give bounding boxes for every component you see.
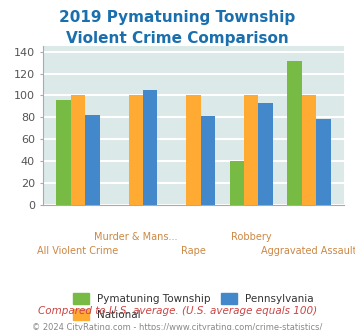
Bar (143, 90, 157, 205)
Text: Aggravated Assault: Aggravated Assault (261, 246, 355, 256)
Bar (56, 100, 71, 205)
Text: Robbery: Robbery (231, 232, 272, 242)
Bar (85, 115, 100, 205)
Legend: Pymatuning Township, National, Pennsylvania: Pymatuning Township, National, Pennsylva… (69, 289, 318, 324)
Text: Violent Crime Comparison: Violent Crime Comparison (66, 31, 289, 46)
Text: Murder & Mans...: Murder & Mans... (94, 232, 178, 242)
Bar (316, 119, 331, 205)
Bar (230, 161, 244, 205)
Bar (71, 95, 85, 205)
Text: © 2024 CityRating.com - https://www.cityrating.com/crime-statistics/: © 2024 CityRating.com - https://www.city… (32, 323, 323, 330)
Bar (302, 95, 316, 205)
Text: Rape: Rape (181, 246, 206, 256)
Bar (287, 61, 302, 205)
Bar (201, 116, 215, 205)
Text: 2019 Pymatuning Township: 2019 Pymatuning Township (59, 10, 296, 25)
Text: All Violent Crime: All Violent Crime (37, 246, 119, 256)
Text: Compared to U.S. average. (U.S. average equals 100): Compared to U.S. average. (U.S. average … (38, 306, 317, 316)
Bar (129, 95, 143, 205)
Bar (244, 95, 258, 205)
Bar (258, 103, 273, 205)
Bar (186, 95, 201, 205)
